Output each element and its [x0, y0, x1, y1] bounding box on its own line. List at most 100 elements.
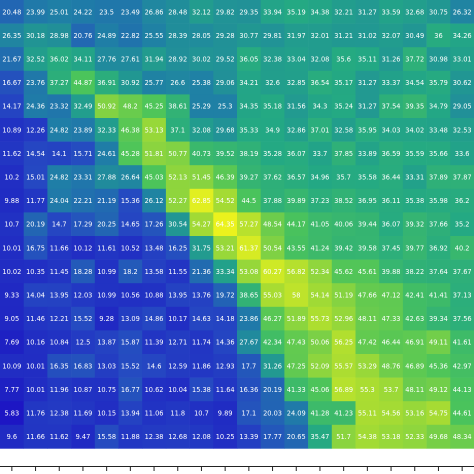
- cell-label: 10.56: [121, 292, 140, 300]
- cell-label: 12.21: [50, 315, 69, 323]
- cell-label: 25.55: [145, 32, 164, 40]
- cell-label: 28.92: [168, 56, 187, 64]
- heatmap-cell: [118, 354, 143, 378]
- cell-label: 42.97: [453, 362, 472, 370]
- heatmap-cell: [284, 0, 309, 24]
- cell-label: 13.95: [168, 292, 187, 300]
- heatmap-cell: [379, 188, 404, 213]
- cell-label: 32.53: [453, 126, 472, 134]
- heatmap-cell: [189, 0, 214, 24]
- heatmap-cell: [237, 306, 261, 331]
- cell-label: 32.08: [192, 126, 211, 134]
- cell-label: 48.2: [123, 103, 138, 111]
- cell-label: 61.37: [239, 244, 258, 252]
- heatmap-cell: [118, 236, 143, 260]
- cell-label: 37.66: [429, 221, 448, 229]
- cell-label: 15.87: [121, 339, 140, 347]
- heatmap-cell: [402, 212, 427, 237]
- heatmap-cell: [142, 188, 167, 213]
- heatmap-cell: [260, 330, 285, 355]
- cell-label: 29.81: [263, 32, 282, 40]
- cell-label: 11.06: [145, 410, 164, 418]
- cell-label: 24.82: [50, 174, 69, 182]
- cell-label: 49.68: [429, 433, 448, 441]
- cell-label: 41.33: [287, 386, 306, 394]
- cell-label: 35.6: [336, 56, 351, 64]
- heatmap-cell: [142, 283, 167, 308]
- heatmap-cell: [402, 236, 427, 260]
- heatmap-cell: [118, 141, 143, 166]
- heatmap-cell: [118, 283, 143, 308]
- heatmap-cell: [284, 236, 309, 260]
- heatmap-cell: [355, 118, 380, 142]
- heatmap-cell: [71, 141, 96, 166]
- cell-label: 35.47: [311, 433, 330, 441]
- heatmap-cell: [94, 212, 119, 237]
- heatmap-cell: [47, 283, 72, 308]
- cell-label: 17.77: [263, 433, 282, 441]
- cell-label: 34.79: [429, 103, 448, 111]
- cell-label: 40.06: [334, 221, 353, 229]
- cell-label: 37.64: [429, 268, 448, 276]
- cell-label: 25.3: [218, 103, 233, 111]
- cell-label: 33.7: [313, 150, 328, 158]
- cell-label: 10.99: [97, 292, 116, 300]
- cell-label: 14.18: [216, 315, 235, 323]
- heatmap-cell: [284, 23, 309, 48]
- cell-label: 10.88: [145, 292, 164, 300]
- heatmap-cell: [118, 424, 143, 449]
- cell-label: 32.52: [26, 56, 45, 64]
- cell-label: 17.7: [242, 362, 257, 370]
- cell-label: 31.27: [358, 8, 377, 16]
- heatmap-cell: [426, 94, 451, 119]
- heatmap-cell: [308, 188, 333, 213]
- heatmap-cell: [71, 165, 96, 190]
- cell-label: 24.89: [97, 32, 116, 40]
- heatmap-cell: [142, 354, 167, 378]
- heatmap-cell: [213, 259, 238, 284]
- heatmap-cell: [213, 23, 238, 48]
- cell-label: 55.57: [334, 362, 353, 370]
- cell-label: 15.36: [121, 197, 140, 205]
- cell-label: 34.54: [405, 79, 424, 87]
- heatmap-cell: [23, 354, 48, 378]
- cell-label: 10.62: [145, 386, 164, 394]
- cell-label: 15.58: [97, 433, 116, 441]
- cell-label: 11.62: [2, 150, 21, 158]
- cell-label: 41.24: [311, 244, 330, 252]
- cell-label: 10.7: [5, 221, 20, 229]
- cell-label: 7.77: [5, 386, 20, 394]
- heatmap-cell: [308, 236, 333, 260]
- cell-label: 50.77: [168, 150, 187, 158]
- cell-label: 10.01: [26, 386, 45, 394]
- heatmap-cell: [402, 118, 427, 142]
- heatmap-cell: [331, 354, 356, 378]
- heatmap-cell: [47, 236, 72, 260]
- cell-label: 37.23: [311, 197, 330, 205]
- heatmap-cell: [379, 165, 404, 190]
- heatmap-cell: [213, 354, 238, 378]
- heatmap-cell: [260, 377, 285, 402]
- heatmap-cell: [308, 306, 333, 331]
- heatmap-cell: [260, 212, 285, 237]
- cell-label: 37.88: [263, 197, 282, 205]
- cell-label: 14.63: [192, 315, 211, 323]
- cell-label: 22.21: [74, 197, 93, 205]
- heatmap-cell: [331, 94, 356, 119]
- heatmap-cell: [426, 23, 451, 48]
- heatmap-cell: [237, 401, 261, 426]
- heatmap-cell: [118, 94, 143, 119]
- heatmap-cell: [355, 70, 380, 95]
- cell-label: 15.38: [192, 386, 211, 394]
- cell-label: 50.92: [97, 103, 116, 111]
- heatmap-cell: [94, 330, 119, 355]
- cell-label: 39.34: [429, 315, 448, 323]
- cell-label: 44.13: [453, 386, 472, 394]
- heatmap-cell: [213, 47, 238, 72]
- heatmap-cell: [426, 70, 451, 95]
- heatmap-cell: [355, 23, 380, 48]
- cell-label: 42.34: [263, 339, 282, 347]
- cell-label: 12.08: [192, 433, 211, 441]
- cell-label: 30.62: [453, 79, 472, 87]
- heatmap-cell: [426, 0, 451, 24]
